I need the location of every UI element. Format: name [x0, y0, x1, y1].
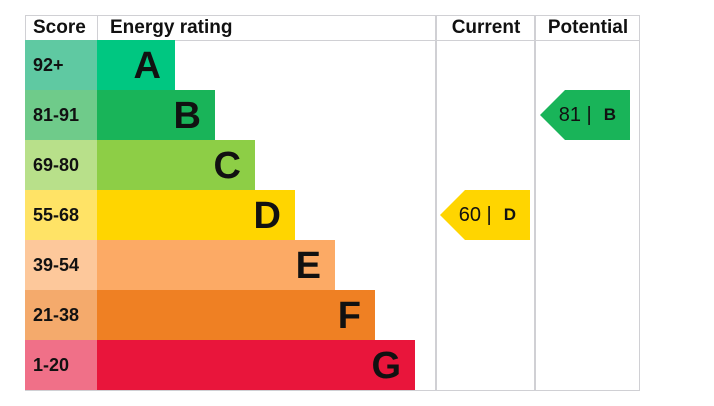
potential-letter: B [603, 105, 616, 124]
potential-separator: | [586, 103, 592, 126]
current-value: 60 [458, 203, 481, 226]
rating-bar-e: E [97, 240, 335, 290]
header-energy-rating: Energy rating [110, 17, 233, 38]
rating-bar-d: D [97, 190, 295, 240]
score-cell-b: 81-91 [25, 90, 97, 140]
current-separator: | [486, 203, 492, 226]
score-cell-f: 21-38 [25, 290, 97, 340]
rating-bar-g: G [97, 340, 415, 390]
score-cell-a: 92+ [25, 40, 97, 90]
score-cell-e: 39-54 [25, 240, 97, 290]
score-cell-d: 55-68 [25, 190, 97, 240]
header-divider [25, 40, 640, 41]
rating-bar-a: A [97, 40, 175, 90]
column-divider [435, 15, 437, 391]
header-current: Current [451, 17, 521, 38]
rating-bar-c: C [97, 140, 255, 190]
current-letter: D [503, 205, 516, 224]
potential-value: 81 [558, 103, 581, 126]
header-potential: Potential [547, 17, 629, 38]
score-cell-g: 1-20 [25, 340, 97, 390]
score-cell-c: 69-80 [25, 140, 97, 190]
column-divider [97, 15, 98, 40]
column-divider [534, 15, 536, 391]
header-score: Score [33, 17, 86, 38]
rating-bar-b: B [97, 90, 215, 140]
rating-bar-f: F [97, 290, 375, 340]
